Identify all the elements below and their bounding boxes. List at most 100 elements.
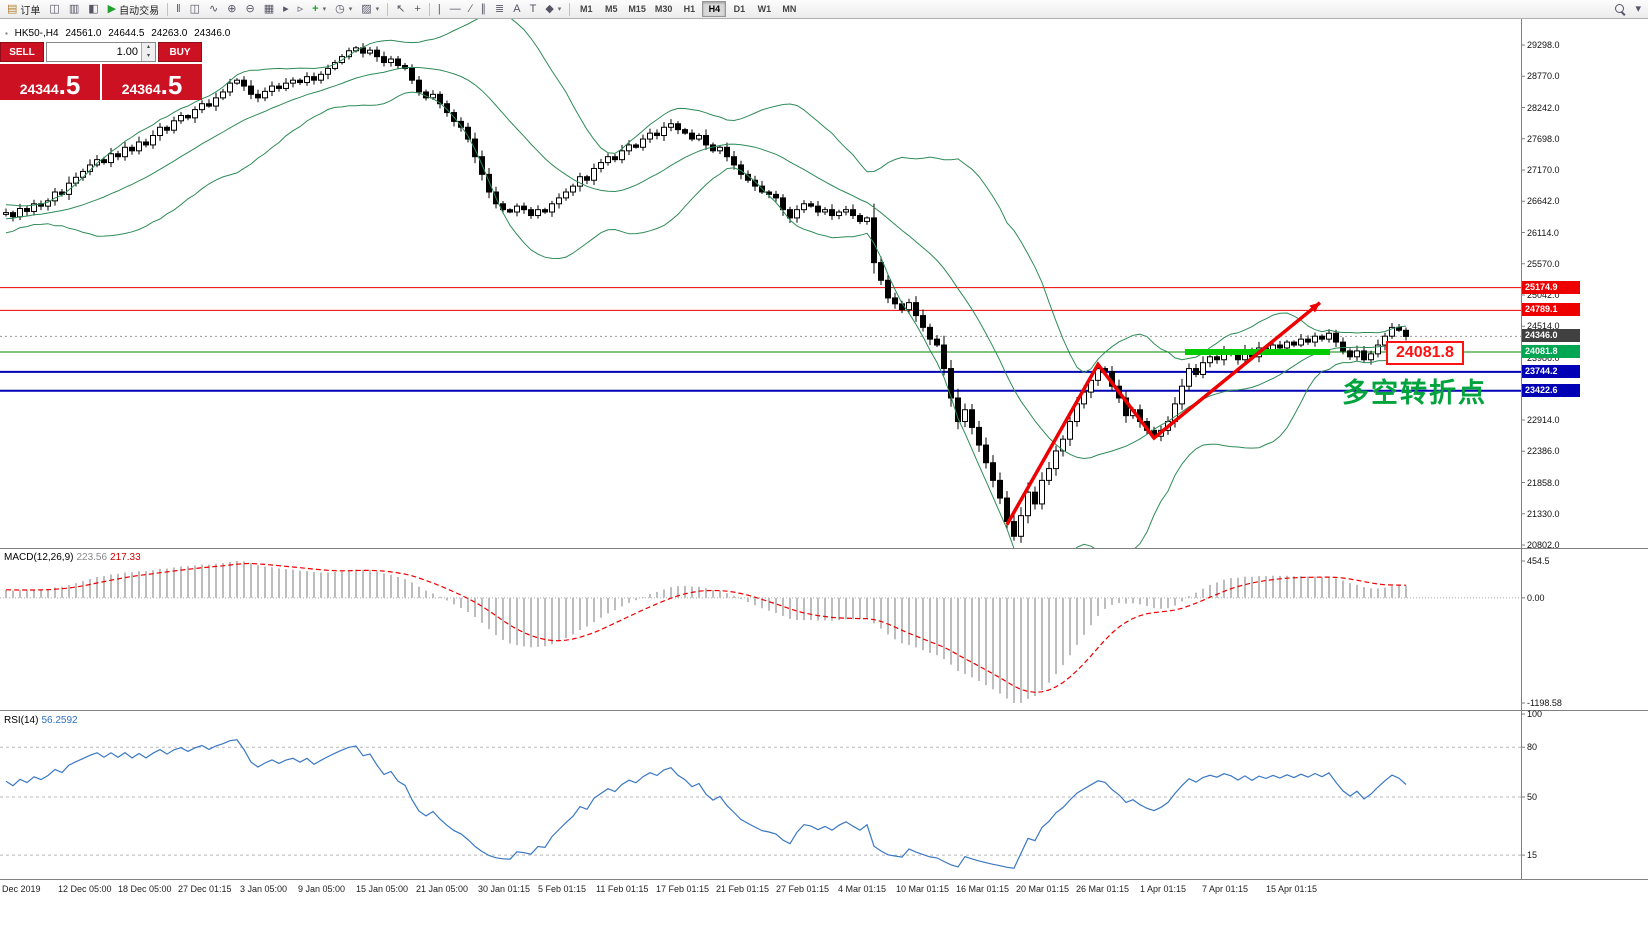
time-axis-label: 4 Mar 01:15: [838, 884, 887, 894]
chart-window[interactable]: ▪ HK50-,H4 24561.0 24644.5 24263.0 24346…: [0, 19, 1648, 943]
macd-main-value: 223.56: [76, 552, 108, 563]
chart-shift-button[interactable]: ▹: [294, 1, 308, 17]
ohlc-high: 24644.5: [108, 28, 145, 39]
axis-tick-label: 29298.0: [1527, 40, 1560, 50]
axis-tick-label: 15: [1527, 850, 1538, 861]
label-icon: T: [529, 2, 537, 15]
navigator-button[interactable]: ◧: [84, 1, 102, 17]
axis-tick-label: 21330.0: [1527, 508, 1560, 519]
axis-tick-label: 50: [1527, 792, 1538, 802]
timeframe-m30-button[interactable]: M30: [651, 1, 677, 17]
autotrading-button[interactable]: ▶ 自动交易: [104, 1, 163, 17]
bar-chart-button[interactable]: ‖: [172, 1, 185, 17]
chart-canvas[interactable]: [0, 19, 1648, 943]
volume-input[interactable]: 1.00: [116, 46, 138, 58]
axis-tick-label: 454.5: [1527, 556, 1550, 566]
time-axis-label: 12 Dec 05:00: [58, 884, 112, 894]
new-order-icon: ▤: [7, 2, 18, 15]
spinner-up-icon[interactable]: ▴: [142, 43, 155, 52]
market-watch-button[interactable]: ▥: [65, 1, 83, 17]
timeframe-m5-button[interactable]: M5: [599, 1, 623, 17]
templates-icon: ▨: [361, 2, 372, 15]
sell-button[interactable]: SELL: [0, 42, 44, 62]
macd-name: MACD(12,26,9): [4, 552, 74, 563]
sell-price-frac: .5: [58, 70, 81, 100]
vertical-line-icon: |: [437, 2, 441, 15]
time-axis-label: 21 Feb 01:15: [716, 884, 770, 894]
timeframe-h1-button[interactable]: H1: [677, 1, 701, 17]
dropdown-caret-icon: ▾: [557, 6, 562, 13]
indicators-button[interactable]: + ▾: [308, 1, 330, 17]
time-axis-label: 16 Mar 01:15: [956, 884, 1010, 894]
symbol-period-label: HK50-,H4: [14, 28, 59, 39]
timeframe-h4-button[interactable]: H4: [702, 1, 727, 17]
time-axis-label: 18 Dec 05:00: [118, 884, 172, 894]
templates-button[interactable]: ▨ ▾: [357, 1, 383, 17]
volume-spinner[interactable]: ▴ ▾: [141, 43, 155, 61]
text-button[interactable]: A: [509, 1, 524, 17]
axis-tick-label: 25042.0: [1527, 290, 1560, 300]
vertical-line-button[interactable]: |: [434, 1, 445, 17]
trendline-button[interactable]: ∕: [466, 1, 476, 17]
search-icon: [1615, 3, 1626, 15]
time-axis-label: 1 Apr 01:15: [1140, 884, 1187, 894]
axis-tick-label: 26114.0: [1527, 227, 1559, 238]
time-axis-label: 21 Jan 05:00: [416, 884, 469, 894]
axis-tick-label: 22386.0: [1527, 446, 1560, 457]
search-button[interactable]: [1611, 1, 1630, 17]
volume-stepper[interactable]: 1.00 ▴ ▾: [46, 42, 156, 62]
timeframe-m15-button[interactable]: M15: [624, 1, 650, 17]
new-order-button[interactable]: ▤ 订单: [3, 1, 44, 17]
one-click-trading-panel: SELL 1.00 ▴ ▾ BUY 24344.5 24364.5: [0, 42, 202, 100]
auto-scroll-button[interactable]: ▸: [279, 1, 293, 17]
zoom-in-button[interactable]: ⊕: [223, 1, 240, 17]
trend-zigzag-arrow: [1005, 301, 1322, 526]
autotrading-play-icon: ▶: [107, 2, 117, 15]
shapes-icon: ◆: [545, 2, 554, 15]
buy-button[interactable]: BUY: [158, 42, 202, 62]
price-tag: 25174.9: [1522, 280, 1580, 294]
timeframe-w1-button[interactable]: W1: [752, 1, 776, 17]
shapes-button[interactable]: ◆ ▾: [541, 1, 565, 17]
ohlc-open: 24561.0: [65, 28, 102, 39]
buy-price-frac: .5: [160, 70, 183, 100]
time-axis-label: 11 Feb 01:15: [596, 884, 649, 894]
timeframe-m1-button[interactable]: M1: [574, 1, 598, 17]
fibonacci-button[interactable]: ≣: [491, 1, 508, 17]
price-tag: 23744.2: [1522, 364, 1580, 378]
sell-price-box[interactable]: 24344.5: [0, 64, 100, 100]
axis-tick-label: 21858.0: [1527, 477, 1560, 488]
axis-tick-label: 25570.0: [1527, 258, 1560, 269]
crosshair-button[interactable]: +: [410, 1, 424, 17]
label-button[interactable]: T: [526, 1, 541, 17]
chart-shift-icon: ▹: [297, 2, 304, 15]
tile-windows-icon: ▦: [263, 2, 275, 15]
timeframe-mn-button[interactable]: MN: [777, 1, 801, 17]
tile-windows-button[interactable]: ▦: [260, 1, 278, 17]
periods-button[interactable]: ◷ ▾: [331, 1, 356, 17]
candlestick-chart-icon: ◫: [189, 2, 201, 15]
cursor-button[interactable]: ↖: [392, 1, 409, 17]
charts-button[interactable]: ◫: [45, 1, 63, 17]
indicators-icon: +: [312, 2, 319, 15]
spinner-down-icon[interactable]: ▾: [142, 52, 155, 61]
axis-tick-label: 28770.0: [1527, 71, 1560, 82]
help-button[interactable]: ▾: [1631, 1, 1645, 17]
buy-price-box[interactable]: 24364.5: [102, 64, 202, 100]
timeframe-d1-button[interactable]: D1: [727, 1, 751, 17]
rsi-value: 56.2592: [41, 715, 78, 726]
price-callout-label[interactable]: 24081.8: [1386, 341, 1464, 365]
price-tag: 24346.0: [1522, 329, 1580, 343]
channel-button[interactable]: ∥: [477, 1, 491, 17]
turning-point-note[interactable]: 多空转折点: [1342, 378, 1487, 408]
trendline-icon: ∕: [469, 2, 472, 15]
horizontal-line-button[interactable]: —: [446, 1, 465, 17]
candlestick-chart-button[interactable]: ◫: [186, 1, 204, 17]
axis-tick-label: 28242.0: [1527, 102, 1560, 113]
horizontal-line-icon: —: [449, 2, 461, 15]
autotrading-label: 自动交易: [119, 5, 160, 17]
time-axis-label: 17 Feb 01:15: [656, 884, 710, 894]
macd-signal-value: 217.33: [110, 552, 141, 563]
line-chart-button[interactable]: ∿: [205, 1, 222, 17]
zoom-out-button[interactable]: ⊖: [241, 1, 258, 17]
